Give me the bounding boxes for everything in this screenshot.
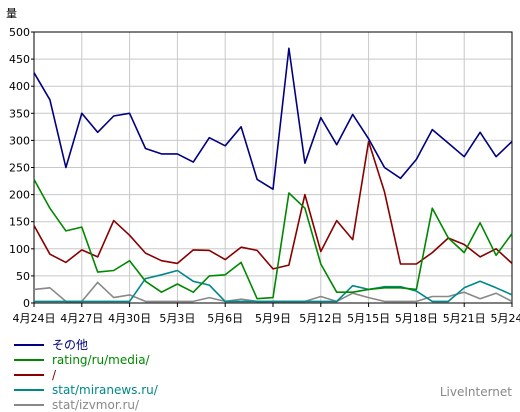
- y-tick-label: 500: [9, 26, 30, 39]
- legend-item: その他: [14, 337, 158, 352]
- legend-label: rating/ru/media/: [52, 353, 150, 367]
- credit-text: LiveInternet: [440, 385, 512, 399]
- y-tick-label: 50: [16, 270, 30, 283]
- y-axis-label: 量: [6, 7, 17, 20]
- y-tick-label: 100: [9, 243, 30, 256]
- x-tick-label: 5月6日: [207, 312, 243, 325]
- legend-item: rating/ru/media/: [14, 352, 158, 367]
- x-tick-label: 5月18日: [395, 312, 438, 325]
- y-tick-label: 300: [9, 134, 30, 147]
- x-axis: 4月24日 4月27日 4月30日 5月3日 5月6日 5月9日 5月12日 5月15日 5月1…: [13, 303, 520, 325]
- x-tick-label: 5月21日: [443, 312, 486, 325]
- legend-swatch: [14, 359, 44, 361]
- x-tick-label: 4月30日: [108, 312, 151, 325]
- x-tick-label: 5月24日: [491, 312, 520, 325]
- grid: [34, 32, 512, 303]
- legend-label: stat/miranews.ru/: [52, 383, 158, 397]
- y-tick-label: 150: [9, 216, 30, 229]
- x-tick-label: 4月27日: [60, 312, 103, 325]
- y-tick-label: 350: [9, 107, 30, 120]
- x-tick-label: 5月15日: [347, 312, 390, 325]
- y-tick-label: 0: [23, 297, 30, 310]
- x-tick-label: 5月9日: [255, 312, 291, 325]
- legend-label: その他: [52, 336, 88, 353]
- y-tick-label: 200: [9, 189, 30, 202]
- legend-item: stat/miranews.ru/: [14, 382, 158, 397]
- x-tick-label: 5月3日: [159, 312, 195, 325]
- x-tick-label: 5月12日: [299, 312, 342, 325]
- legend-swatch: [14, 344, 44, 346]
- y-tick-label: 450: [9, 53, 30, 66]
- legend-swatch: [14, 389, 44, 391]
- y-tick-label: 400: [9, 80, 30, 93]
- y-tick-label: 250: [9, 162, 30, 175]
- x-tick-label: 4月24日: [13, 312, 56, 325]
- legend-item: /: [14, 367, 158, 382]
- legend-swatch: [14, 374, 44, 376]
- legend-label: /: [52, 368, 56, 382]
- y-axis: 0 50 100 150 200 250 300 350 400 450 500: [9, 26, 34, 310]
